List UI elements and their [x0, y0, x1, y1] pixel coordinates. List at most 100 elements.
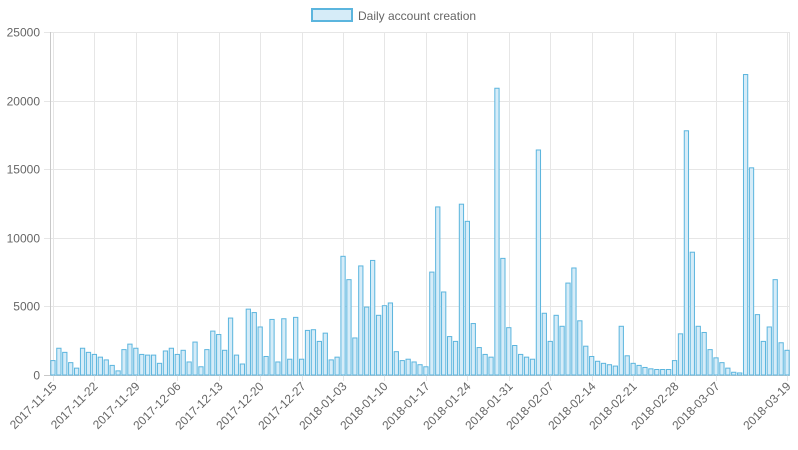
bar[interactable]	[174, 353, 180, 376]
bar[interactable]	[423, 366, 429, 376]
bar[interactable]	[334, 356, 340, 376]
bar[interactable]	[677, 333, 684, 376]
bar[interactable]	[606, 364, 613, 376]
bar[interactable]	[139, 353, 145, 376]
bar[interactable]	[742, 74, 749, 376]
bar[interactable]	[156, 362, 163, 376]
bar[interactable]	[719, 362, 725, 376]
bar[interactable]	[666, 369, 672, 376]
bar[interactable]	[115, 370, 121, 376]
bar[interactable]	[91, 353, 98, 376]
bar[interactable]	[192, 341, 198, 376]
bar[interactable]	[56, 347, 62, 376]
bar[interactable]	[222, 349, 228, 376]
bar[interactable]	[482, 353, 488, 376]
bar[interactable]	[204, 349, 210, 376]
bar[interactable]	[589, 355, 595, 376]
bar[interactable]	[127, 343, 133, 376]
bar[interactable]	[251, 312, 257, 376]
bar[interactable]	[435, 206, 441, 376]
bar[interactable]	[381, 305, 388, 376]
bar[interactable]	[535, 149, 542, 376]
bar[interactable]	[725, 367, 731, 376]
bar[interactable]	[257, 326, 263, 376]
bar[interactable]	[529, 358, 536, 376]
bar[interactable]	[494, 87, 500, 376]
bar[interactable]	[79, 347, 86, 376]
bar[interactable]	[648, 368, 654, 376]
bar[interactable]	[470, 323, 476, 376]
bar[interactable]	[594, 360, 601, 376]
bar[interactable]	[701, 331, 707, 376]
bar[interactable]	[263, 355, 269, 376]
bar[interactable]	[150, 354, 157, 376]
bar[interactable]	[458, 203, 465, 376]
bar[interactable]	[287, 358, 293, 376]
bar[interactable]	[772, 279, 778, 376]
bar[interactable]	[476, 347, 482, 376]
bar[interactable]	[364, 306, 370, 376]
bar[interactable]	[784, 349, 790, 376]
bar[interactable]	[754, 314, 761, 376]
bar[interactable]	[298, 358, 305, 376]
bar[interactable]	[660, 369, 666, 376]
bar[interactable]	[547, 340, 553, 376]
bar[interactable]	[352, 337, 358, 376]
bar[interactable]	[310, 329, 317, 376]
bar[interactable]	[239, 363, 246, 376]
bar[interactable]	[103, 359, 109, 376]
bar[interactable]	[233, 354, 240, 376]
bar[interactable]	[441, 291, 447, 376]
bar[interactable]	[387, 302, 394, 376]
bar[interactable]	[293, 316, 299, 376]
bar[interactable]	[186, 361, 192, 376]
bar[interactable]	[642, 366, 648, 376]
bar[interactable]	[68, 362, 74, 376]
bar[interactable]	[464, 220, 470, 376]
bar[interactable]	[683, 130, 690, 376]
bar[interactable]	[97, 356, 103, 376]
bar[interactable]	[748, 167, 755, 376]
bar[interactable]	[145, 354, 151, 376]
bar[interactable]	[500, 257, 506, 376]
bar[interactable]	[133, 347, 139, 376]
bar[interactable]	[618, 325, 624, 376]
bar[interactable]	[316, 340, 322, 376]
bar[interactable]	[541, 312, 547, 376]
bar[interactable]	[346, 279, 352, 376]
bar[interactable]	[512, 345, 518, 376]
bar[interactable]	[553, 314, 559, 376]
bar[interactable]	[523, 356, 530, 376]
bar[interactable]	[488, 356, 494, 376]
bar[interactable]	[612, 365, 618, 376]
bar[interactable]	[399, 360, 405, 376]
bar[interactable]	[85, 351, 92, 376]
bar[interactable]	[109, 364, 115, 376]
bar[interactable]	[689, 251, 695, 376]
bar[interactable]	[227, 317, 234, 376]
bar[interactable]	[245, 308, 251, 376]
bar[interactable]	[571, 267, 577, 376]
bar[interactable]	[411, 361, 417, 376]
bar[interactable]	[322, 332, 328, 376]
bar[interactable]	[370, 259, 376, 376]
bar[interactable]	[162, 350, 169, 376]
bar[interactable]	[393, 351, 399, 376]
bar[interactable]	[565, 282, 571, 376]
bar[interactable]	[417, 364, 423, 376]
bar[interactable]	[731, 371, 737, 376]
legend[interactable]: Daily account creation	[311, 8, 476, 23]
bar[interactable]	[198, 366, 204, 376]
bar[interactable]	[654, 369, 660, 376]
bar[interactable]	[405, 358, 411, 376]
bar[interactable]	[760, 340, 766, 376]
bar[interactable]	[695, 325, 701, 376]
bar[interactable]	[778, 342, 784, 376]
bar[interactable]	[624, 355, 630, 376]
bar[interactable]	[74, 367, 80, 376]
bar[interactable]	[600, 362, 607, 376]
bar[interactable]	[630, 362, 636, 376]
bar[interactable]	[168, 347, 174, 376]
bar[interactable]	[328, 359, 334, 376]
bar[interactable]	[518, 353, 524, 376]
